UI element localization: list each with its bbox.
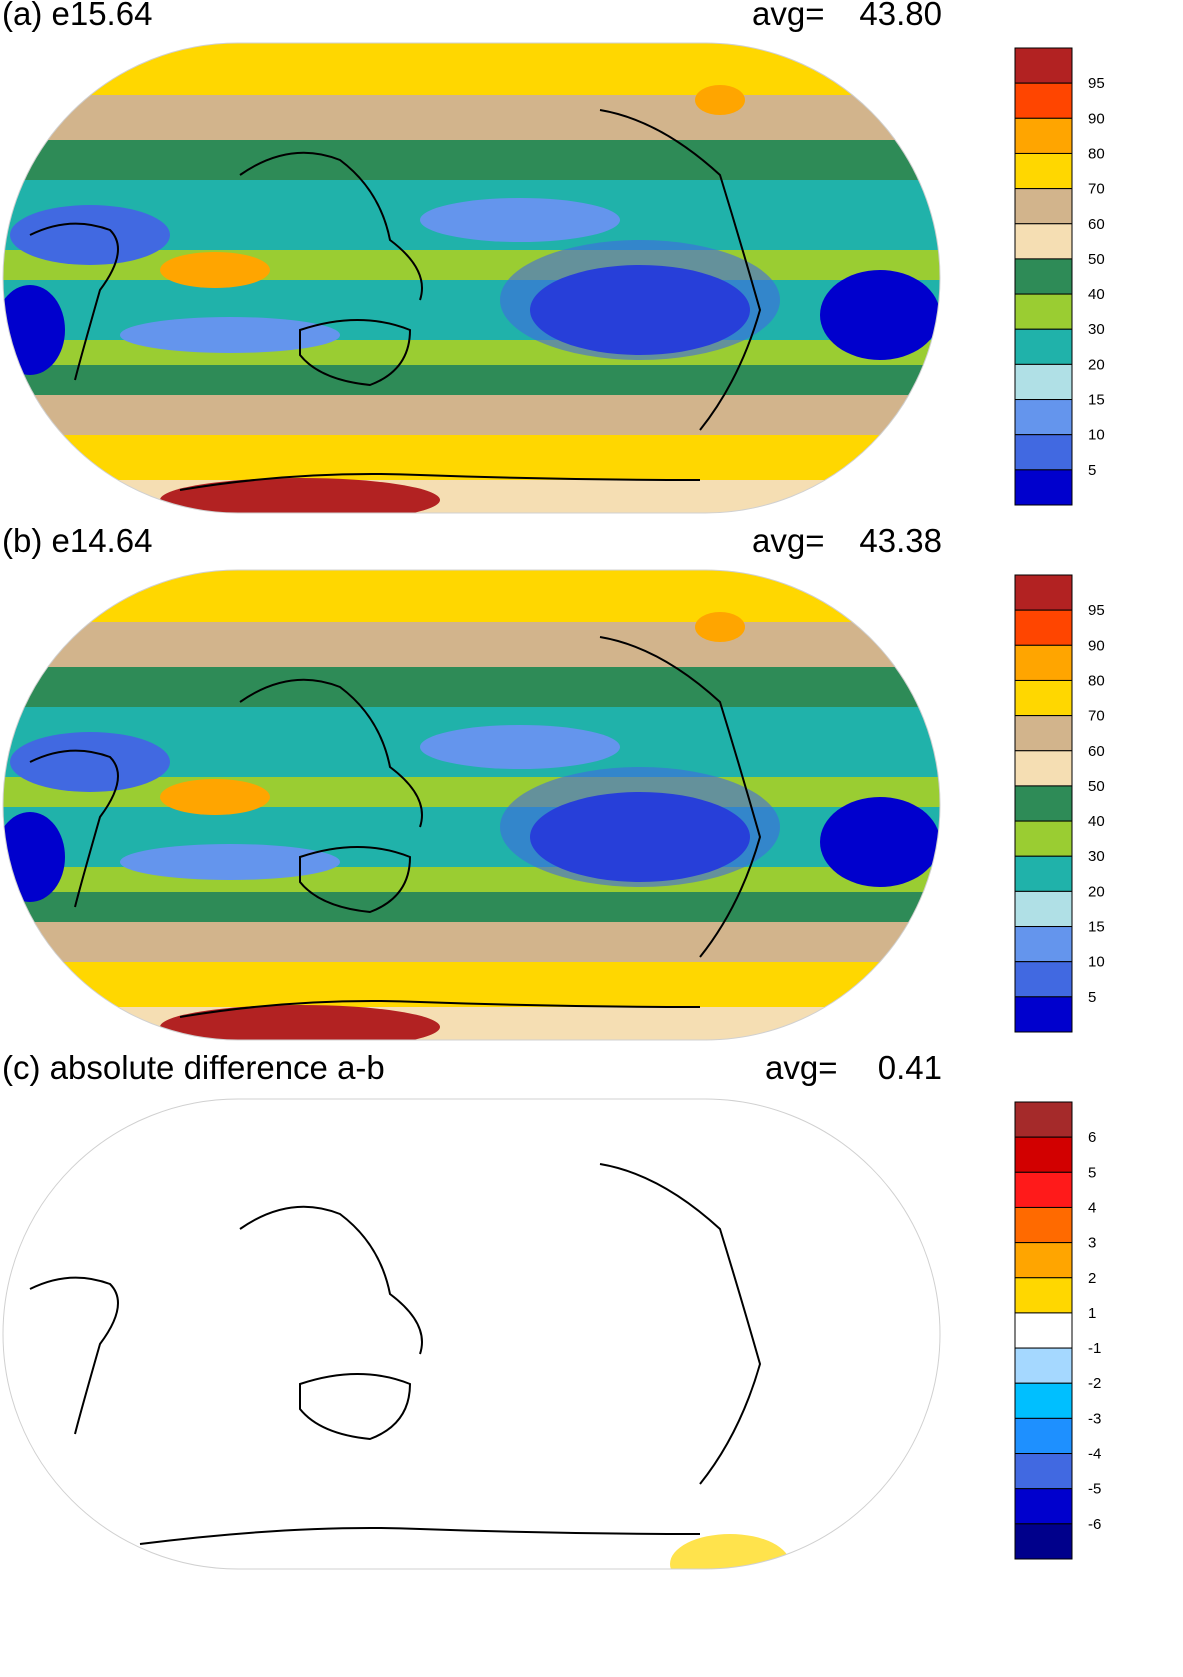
colorbar-tick-label: 50 [1088, 778, 1105, 795]
colorbar-tick-label: 60 [1088, 216, 1105, 233]
colorbar-tick-label: 5 [1088, 989, 1096, 1006]
colorbar-tick-label: 30 [1088, 321, 1105, 338]
colorbar-swatch [1014, 1206, 1073, 1244]
colorbar-swatch [1014, 1312, 1073, 1349]
colorbar-swatch [1014, 328, 1073, 365]
colorbar-tick-label: 50 [1088, 251, 1105, 268]
colorbar-swatch [1014, 47, 1073, 84]
colorbar-b: 95 90 80 70 60 50 40 30 20 15 10 5 [1014, 574, 1105, 1033]
colorbar-swatch [1014, 574, 1073, 611]
avg-label: avg= [752, 0, 825, 32]
colorbar-swatch [1014, 188, 1073, 225]
colorbar-swatch [1014, 644, 1073, 681]
colorbar-tick-label: 95 [1088, 75, 1105, 92]
colorbar-tick-label: -4 [1088, 1446, 1101, 1463]
colorbar-tick-label: 10 [1088, 427, 1105, 444]
field-b [3, 570, 940, 1040]
map-b: 95 90 80 70 60 50 40 30 20 15 10 5 [2, 569, 1105, 1041]
colorbar-swatch [1014, 961, 1073, 998]
map-a: 95 90 80 70 60 50 40 30 20 15 10 5 [2, 42, 1105, 514]
colorbar-tick-label: 60 [1088, 743, 1105, 760]
panel-c: (c) absolute difference a-b avg= 0.41 6 5… [0, 1049, 1183, 1574]
avg-value: 43.80 [859, 0, 942, 32]
colorbar-tick-label: 80 [1088, 672, 1105, 689]
colorbar-swatch [1014, 399, 1073, 436]
coastlines-b [29, 636, 762, 1018]
colorbar-a: 95 90 80 70 60 50 40 30 20 15 10 5 [1014, 47, 1105, 506]
colorbar-tick-label: 40 [1088, 286, 1105, 303]
colorbar-c: 6 5 4 3 2 1 -1 -2 -3 -4 -5 -6 [1014, 1101, 1101, 1560]
colorbar-tick-label: 15 [1088, 919, 1105, 936]
colorbar-tick-label: 20 [1088, 883, 1105, 900]
colorbar-swatch [1014, 1382, 1073, 1419]
colorbar-swatch [1014, 926, 1073, 963]
colorbar-swatch [1014, 469, 1073, 506]
colorbar-swatch [1014, 890, 1073, 928]
panel-b: (b) e14.64 avg= 43.38 [0, 522, 1183, 1047]
colorbar-swatch [1014, 785, 1073, 822]
colorbar-tick-label: 70 [1088, 708, 1105, 725]
colorbar-tick-label: -6 [1088, 1516, 1101, 1533]
colorbar-swatch [1014, 82, 1073, 119]
colorbar-tick-label: 20 [1088, 356, 1105, 373]
colorbar-swatch [1014, 1136, 1073, 1173]
colorbar-swatch [1014, 152, 1073, 190]
colorbar-swatch [1014, 1101, 1073, 1138]
avg-value: 0.41 [877, 1049, 942, 1086]
avg-label: avg= [765, 1049, 838, 1086]
colorbar-tick-label: -5 [1088, 1481, 1101, 1498]
panel-title: (c) absolute difference a-b [2, 1049, 385, 1086]
colorbar-tick-label: 2 [1088, 1270, 1096, 1287]
panel-a: (a) e15.64 avg= 43.80 [0, 0, 1183, 520]
colorbar-swatch [1014, 750, 1073, 787]
colorbar-tick-label: 30 [1088, 848, 1105, 865]
colorbar-tick-label: 4 [1088, 1199, 1096, 1216]
colorbar-tick-label: 10 [1088, 954, 1105, 971]
colorbar-tick-label: 5 [1088, 462, 1096, 479]
colorbar-swatch [1014, 1453, 1073, 1490]
colorbar-tick-label: 70 [1088, 181, 1105, 198]
colorbar-swatch [1014, 715, 1073, 752]
field-c [3, 1099, 940, 1569]
colorbar-swatch [1014, 434, 1073, 471]
colorbar-swatch [1014, 1242, 1073, 1279]
colorbar-tick-label: 15 [1088, 392, 1105, 409]
colorbar-tick-label: -1 [1088, 1340, 1101, 1357]
colorbar-tick-label: 1 [1088, 1305, 1096, 1322]
colorbar-tick-label: 95 [1088, 602, 1105, 619]
colorbar-swatch [1014, 1347, 1073, 1384]
colorbar-swatch [1014, 855, 1073, 892]
colorbar-swatch [1014, 679, 1073, 717]
colorbar-swatch [1014, 293, 1073, 330]
coastlines-c [29, 1163, 762, 1545]
colorbar-tick-label: 3 [1088, 1235, 1096, 1252]
colorbar-tick-label: 5 [1088, 1164, 1096, 1181]
map-c: 6 5 4 3 2 1 -1 -2 -3 -4 -5 -6 [2, 1098, 1101, 1570]
colorbar-tick-label: 90 [1088, 637, 1105, 654]
colorbar-swatch [1014, 1488, 1073, 1525]
colorbar-swatch [1014, 609, 1073, 646]
colorbar-swatch [1014, 1417, 1073, 1455]
colorbar-tick-label: 6 [1088, 1129, 1096, 1146]
colorbar-swatch [1014, 1523, 1073, 1560]
panel-title: (a) e15.64 [2, 0, 153, 32]
colorbar-swatch [1014, 1171, 1073, 1208]
field-a [3, 43, 940, 513]
colorbar-tick-label: 40 [1088, 813, 1105, 830]
colorbar-swatch [1014, 820, 1073, 857]
colorbar-swatch [1014, 996, 1073, 1033]
colorbar-swatch [1014, 1277, 1073, 1314]
colorbar-tick-label: -2 [1088, 1375, 1101, 1392]
colorbar-tick-label: 80 [1088, 145, 1105, 162]
colorbar-swatch [1014, 223, 1073, 260]
panel-title: (b) e14.64 [2, 522, 153, 559]
colorbar-tick-label: -3 [1088, 1410, 1101, 1427]
colorbar-swatch [1014, 258, 1073, 295]
colorbar-swatch [1014, 363, 1073, 401]
avg-label: avg= [752, 522, 825, 559]
coastlines-a [29, 109, 762, 491]
avg-value: 43.38 [859, 522, 942, 559]
colorbar-tick-label: 90 [1088, 110, 1105, 127]
colorbar-swatch [1014, 117, 1073, 154]
